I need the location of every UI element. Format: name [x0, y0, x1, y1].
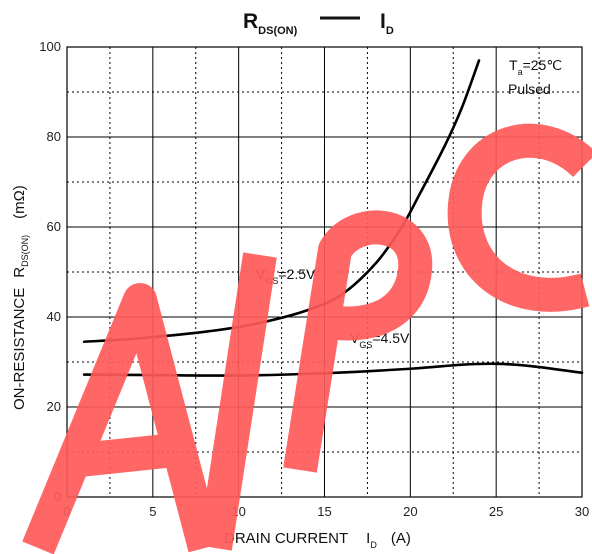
- title-right-main: I: [380, 10, 386, 33]
- y-axis-label: ON-RESISTANCERDS(ON)(mΩ): [11, 185, 30, 410]
- x-tick-label: 15: [317, 504, 331, 519]
- x-tick-label: 25: [489, 504, 503, 519]
- y-tick-label: 40: [47, 309, 61, 324]
- watermark-logo: [22, 123, 592, 554]
- title-right-sub: D: [386, 25, 394, 37]
- x-tick-label: 20: [403, 504, 417, 519]
- title-left-main: R: [243, 10, 258, 33]
- plot-frame: [66, 46, 583, 498]
- series-line-vgs-2-5: [82, 59, 481, 344]
- chart-title: RDS(ON) ID: [243, 10, 394, 37]
- x-axis-label: DRAIN CURRENT ID (A): [224, 530, 411, 550]
- svg-text:ID: ID: [380, 10, 394, 37]
- y-tick-label: 60: [47, 219, 61, 234]
- y-tick-label: 20: [47, 399, 61, 414]
- svg-text:RDS(ON): RDS(ON): [243, 10, 298, 37]
- x-tick-label: 5: [149, 504, 156, 519]
- temperature-condition: Ta=25℃: [509, 57, 562, 77]
- y-tick-label: 100: [39, 39, 61, 54]
- x-tick-label: 30: [575, 504, 589, 519]
- title-left-sub: DS(ON): [258, 25, 297, 37]
- y-tick-label: 80: [47, 129, 61, 144]
- pulsed-condition: Pulsed: [508, 81, 551, 97]
